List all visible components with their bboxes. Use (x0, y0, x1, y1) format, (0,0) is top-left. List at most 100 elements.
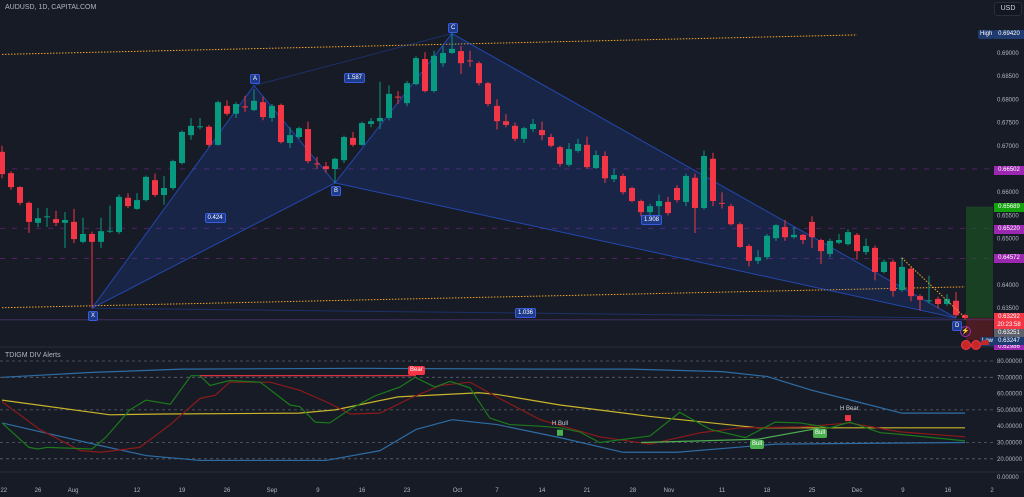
event-flag-icon[interactable] (961, 340, 971, 350)
indicator-title[interactable]: TDIGM DIV Alerts (5, 352, 61, 359)
candle (755, 250, 761, 265)
pattern-point-x: X (88, 311, 99, 322)
candle (530, 118, 536, 132)
candle (809, 216, 815, 248)
candle-body (179, 131, 185, 163)
candle (521, 126, 527, 144)
candle-body (845, 232, 851, 245)
candle-body (377, 117, 383, 122)
candle (908, 266, 914, 302)
candle-body (539, 130, 545, 136)
candle-body (287, 135, 293, 144)
candle-body (323, 166, 329, 169)
candle-body (683, 175, 689, 202)
candle-body (602, 156, 608, 179)
candle-body (719, 202, 725, 204)
candle-body (116, 196, 122, 233)
candle-body (296, 128, 302, 137)
candle-body (467, 60, 473, 62)
candle (71, 208, 77, 244)
pattern-ratio-label: 1.036 (515, 308, 537, 319)
candle-body (17, 187, 23, 203)
currency-button[interactable]: USD (994, 2, 1022, 16)
candle (143, 175, 149, 202)
candle-body (593, 155, 599, 169)
candle (728, 203, 734, 226)
candle-body (710, 158, 716, 202)
level-badge-2: 0.65220 (994, 225, 1024, 234)
candle-body (71, 221, 77, 240)
candle-body (575, 143, 581, 151)
stop-zone (966, 317, 993, 341)
time-axis-label: 19 (179, 488, 186, 494)
candle (260, 96, 266, 121)
candle (638, 199, 644, 217)
symbol-title[interactable]: AUDUSD, 1D, CAPITALCOM (5, 4, 97, 11)
candle-body (800, 234, 806, 240)
candle-body (359, 123, 365, 145)
candle-body (881, 261, 887, 273)
candle (170, 159, 176, 190)
candle-body (134, 200, 140, 209)
indicator-axis-label: 50.00000 (997, 408, 1023, 414)
time-axis-label: Nov (664, 488, 675, 494)
candle (431, 50, 437, 93)
pattern-point-d: D (952, 320, 963, 331)
candle-body (494, 105, 500, 122)
candle-body (908, 268, 914, 297)
indicator-rsi-line (1, 375, 966, 450)
candle (161, 175, 167, 205)
candle-body (152, 180, 158, 195)
divergence-line (757, 427, 822, 440)
candle-body (782, 227, 788, 238)
candle-body (449, 48, 455, 53)
pattern-xab-triangle (91, 84, 336, 309)
candle (602, 151, 608, 183)
time-axis-label: 16 (945, 488, 952, 494)
candle (350, 131, 356, 147)
candle-body (809, 221, 815, 238)
candle (215, 100, 221, 146)
candle (800, 233, 806, 245)
candle (548, 133, 554, 148)
candle (377, 81, 383, 130)
candle-body (350, 137, 356, 145)
candle (125, 193, 131, 208)
candle-body (368, 121, 374, 124)
time-axis-label: 16 (359, 488, 366, 494)
event-flag-icon[interactable] (971, 340, 981, 350)
candle (134, 193, 140, 210)
alert-lightning-icon[interactable]: ⚡ (960, 326, 971, 337)
candle (566, 143, 572, 167)
divergence-line (640, 438, 759, 444)
candle (26, 201, 32, 234)
candle-body (161, 188, 167, 195)
price-axis-label: 0.68000 (997, 97, 1019, 103)
event-flag-icon[interactable] (981, 340, 989, 345)
candle (305, 121, 311, 164)
candle (323, 162, 329, 173)
candle (782, 220, 788, 241)
candle-body (125, 197, 131, 207)
candle (287, 127, 293, 149)
candle (152, 173, 158, 197)
pattern-point-a: A (250, 74, 261, 85)
candle-body (854, 234, 860, 252)
candle-body (917, 296, 923, 300)
candle (503, 114, 509, 128)
candle-body (233, 104, 239, 114)
candle (692, 173, 698, 234)
candle (575, 138, 581, 153)
candle-body (584, 144, 590, 168)
indicator-upper-band (1, 367, 965, 414)
candle (251, 89, 257, 111)
candle (656, 194, 662, 216)
price-axis-label: 0.65000 (997, 237, 1019, 243)
candle (791, 227, 797, 239)
candle-body (656, 201, 662, 207)
candle-body (458, 51, 464, 64)
level-badge-1: 0.66502 (994, 166, 1024, 175)
candle-body (431, 55, 437, 92)
time-axis-label: 12 (134, 488, 141, 494)
